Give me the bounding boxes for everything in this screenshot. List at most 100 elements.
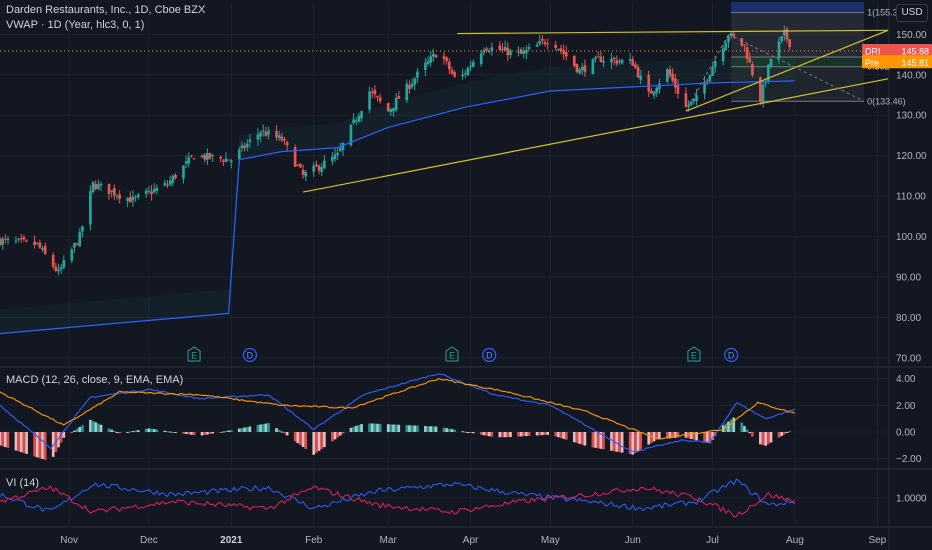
candle — [684, 87, 688, 108]
candle-body — [19, 237, 23, 240]
macd-histogram-bar — [732, 417, 736, 432]
candle — [211, 153, 215, 163]
candle — [144, 188, 148, 199]
macd-histogram-bar — [17, 432, 20, 452]
macd-histogram-bar — [115, 432, 119, 433]
macd-histogram-bar — [25, 432, 28, 454]
candle — [163, 179, 167, 187]
macd-histogram-bar — [695, 432, 698, 441]
vi-legend[interactable]: VI (14) — [6, 477, 40, 489]
candle-body — [280, 136, 284, 141]
candle-body — [240, 145, 244, 149]
candle — [620, 58, 624, 65]
time-tick-label: Mar — [380, 535, 398, 546]
candle-body — [259, 132, 262, 137]
candle-body — [769, 59, 773, 66]
candle-body — [732, 33, 736, 37]
macd-histogram-bar — [224, 431, 228, 433]
candle-body — [631, 59, 635, 66]
macd-histogram-bar — [743, 426, 746, 432]
candle-body — [3, 238, 7, 240]
macd-histogram-bar — [341, 432, 345, 434]
candle — [596, 51, 600, 58]
macd-histogram-bar — [43, 432, 47, 460]
candle — [376, 95, 379, 102]
candle-body — [761, 84, 765, 104]
candle — [788, 39, 791, 51]
time-tick-label: May — [541, 535, 560, 546]
macd-histogram-bar — [751, 432, 754, 437]
macd-histogram-bar — [628, 432, 632, 455]
candle-body — [535, 44, 539, 47]
price-tick-label: 80.00 — [896, 313, 921, 324]
candle — [554, 40, 557, 51]
macd-histogram-bar — [767, 432, 770, 445]
candle-body — [410, 83, 414, 88]
candle-body — [668, 69, 672, 76]
macd-histogram-bar — [408, 425, 411, 432]
candle — [107, 183, 111, 200]
candle-body — [447, 61, 451, 70]
candle-body — [275, 131, 278, 138]
time-tick-label: 2021 — [220, 535, 243, 546]
fib-zone-upper — [731, 12, 865, 58]
macd-legend[interactable]: MACD (12, 26, close, 9, EMA, EMA) — [6, 374, 184, 386]
candle-body — [596, 56, 600, 58]
candle-body — [91, 181, 95, 193]
macd-histogram-bar — [22, 432, 26, 454]
macd-histogram-bar — [652, 432, 656, 442]
candle-body — [519, 49, 523, 54]
candle — [527, 43, 531, 51]
candle — [336, 147, 339, 161]
candle — [695, 89, 698, 106]
macd-histogram-bar — [312, 432, 316, 455]
candle-body — [517, 51, 520, 53]
symbol-title[interactable]: Darden Restaurants, Inc., 1D, Cboe BZX — [6, 4, 206, 16]
candle-body — [777, 41, 781, 59]
macd-histogram-bar — [323, 432, 326, 448]
macd-histogram-bar — [490, 432, 494, 437]
candle-body — [211, 154, 215, 157]
candle-body — [442, 56, 446, 60]
macd-histogram-bar — [360, 424, 363, 432]
macd-histogram-bar — [631, 432, 635, 455]
macd-histogram-bar — [206, 432, 209, 435]
event-letter: D — [247, 351, 254, 361]
candle — [408, 80, 411, 94]
trendline — [457, 29, 889, 35]
candle — [341, 142, 345, 157]
macd-histogram-bar — [482, 432, 486, 436]
candle-body — [618, 61, 621, 63]
candle — [112, 184, 116, 200]
vi-tick-label: 1.0000 — [896, 494, 927, 505]
macd-histogram-bar — [602, 432, 605, 450]
candle — [126, 197, 129, 207]
currency-button[interactable]: USD — [896, 4, 928, 22]
macd-histogram-bar — [429, 426, 433, 432]
candle-body — [168, 180, 172, 185]
candle — [315, 160, 318, 167]
macd-histogram-bar — [671, 432, 674, 439]
macd-histogram-bar — [6, 432, 10, 448]
macd-histogram-bar — [562, 432, 565, 439]
candle — [267, 126, 270, 140]
macd-histogram-bar — [152, 429, 156, 432]
macd-histogram-bar — [211, 432, 215, 434]
macd-histogram-bar — [368, 423, 371, 432]
candle — [349, 124, 353, 147]
candle-body — [1, 238, 4, 245]
macd-histogram-bar — [503, 432, 507, 438]
candle-body — [724, 42, 728, 51]
candle-body — [522, 51, 526, 54]
time-tick-label: Dec — [140, 535, 158, 546]
candle — [293, 144, 297, 167]
macd-histogram-bar — [469, 432, 472, 433]
candle-body — [333, 154, 337, 160]
candle — [658, 78, 661, 95]
candle-body — [166, 184, 169, 186]
candle — [692, 98, 696, 105]
macd-histogram-bar — [556, 432, 560, 438]
vwap-legend[interactable]: VWAP · 1D (Year, hlc3, 0, 1) — [6, 19, 145, 31]
candle-body — [628, 59, 632, 61]
